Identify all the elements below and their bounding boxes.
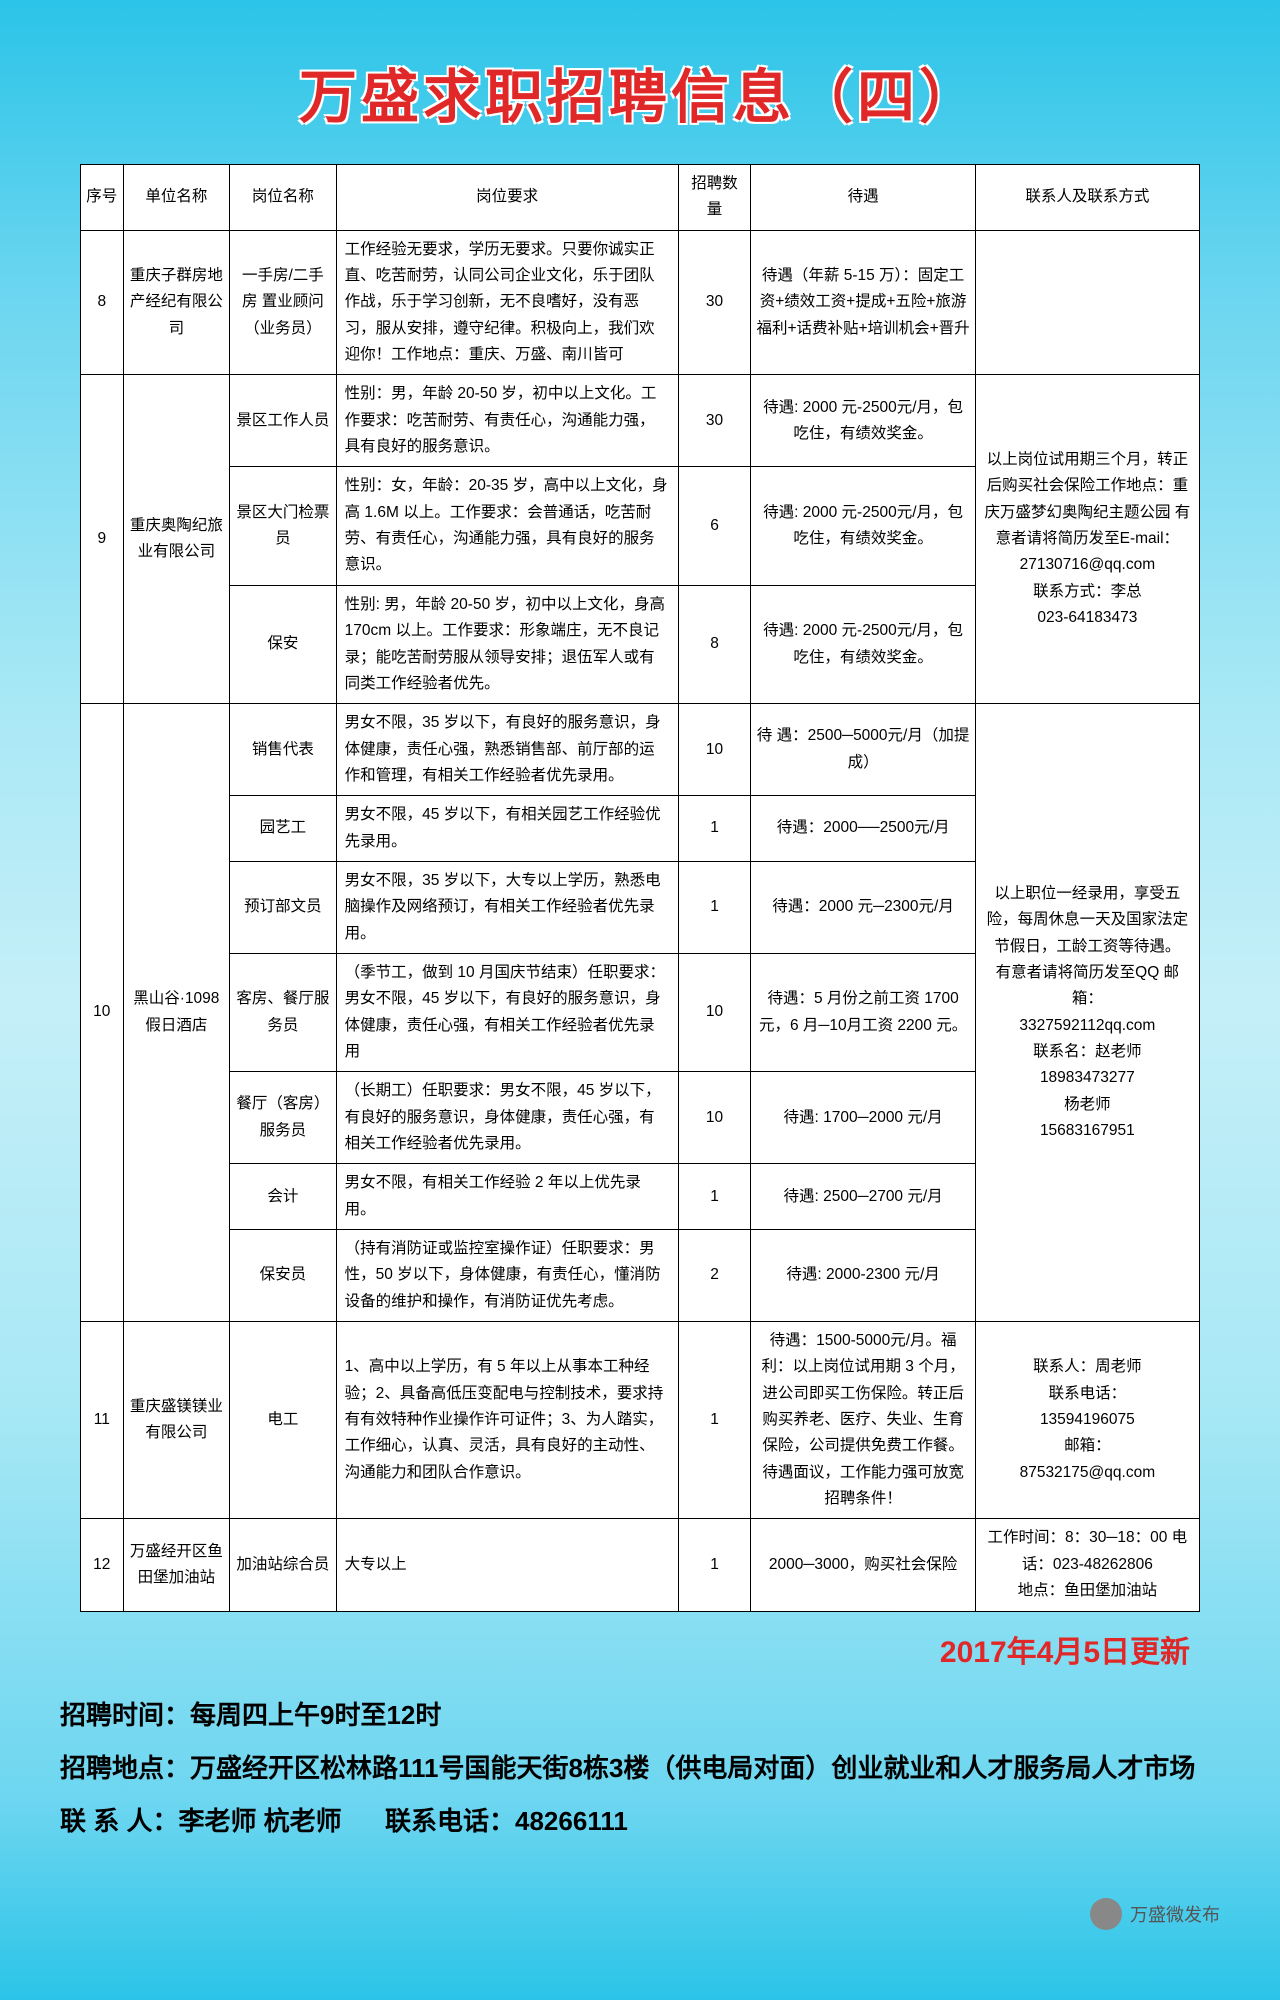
table-cell: 12 (81, 1519, 124, 1611)
table-cell (975, 230, 1199, 375)
table-cell: 景区大门检票员 (230, 467, 337, 585)
table-cell: 以上职位一经录用，享受五险，每周休息一天及国家法定节假日，工龄工资等待遇。 有意… (975, 704, 1199, 1322)
table-cell: 黑山谷·1098假日酒店 (123, 704, 230, 1322)
table-cell: 30 (678, 230, 751, 375)
table-cell: 1、高中以上学历，有 5 年以上从事本工种经验；2、具备高低压变配电与控制技术，… (336, 1322, 678, 1519)
table-cell: 8 (81, 230, 124, 375)
table-cell: 餐厅（客房）服务员 (230, 1072, 337, 1164)
table-cell: 以上岗位试用期三个月，转正后购买社会保险工作地点：重庆万盛梦幻奥陶纪主题公园 有… (975, 375, 1199, 704)
table-cell: 保安员 (230, 1230, 337, 1322)
job-table-container: 序号 单位名称 岗位名称 岗位要求 招聘数量 待遇 联系人及联系方式 8重庆子群… (80, 164, 1200, 1612)
table-cell: 待遇: 2000-2300 元/月 (751, 1230, 975, 1322)
th-contact: 联系人及联系方式 (975, 165, 1199, 231)
watermark-logo-icon (1090, 1898, 1122, 1930)
table-cell: 30 (678, 375, 751, 467)
table-cell: 10 (678, 953, 751, 1071)
table-cell: 待遇：2000 元─2300元/月 (751, 861, 975, 953)
table-cell: 男女不限，有相关工作经验 2 年以上优先录用。 (336, 1164, 678, 1230)
table-cell: 性别: 男，年龄 20-50 岁，初中以上文化，身高 170cm 以上。工作要求… (336, 585, 678, 703)
table-cell: 待遇：5 月份之前工资 1700 元，6 月─10月工资 2200 元。 (751, 953, 975, 1071)
table-cell: 2 (678, 1230, 751, 1322)
table-cell: 1 (678, 1322, 751, 1519)
table-row: 10黑山谷·1098假日酒店销售代表男女不限，35 岁以下，有良好的服务意识，身… (81, 704, 1200, 796)
table-cell: 待遇: 2000 元-2500元/月，包吃住，有绩效奖金。 (751, 467, 975, 585)
th-num: 招聘数量 (678, 165, 751, 231)
table-cell: 园艺工 (230, 796, 337, 862)
table-cell: 万盛经开区鱼田堡加油站 (123, 1519, 230, 1611)
table-cell: 工作时间：8：30─18：00 电话：023-48262806 地点：鱼田堡加油… (975, 1519, 1199, 1611)
watermark: 万盛微发布 (1090, 1898, 1220, 1930)
table-cell: 待遇: 2000 元-2500元/月，包吃住，有绩效奖金。 (751, 585, 975, 703)
table-cell: （持有消防证或监控室操作证）任职要求：男性，50 岁以下，身体健康，有责任心，懂… (336, 1230, 678, 1322)
table-cell: 10 (678, 704, 751, 796)
update-date: 2017年4月5日更新 (0, 1612, 1280, 1681)
table-cell: 1 (678, 796, 751, 862)
table-cell: 工作经验无要求，学历无要求。只要你诚实正直、吃苦耐劳，认同公司企业文化，乐于团队… (336, 230, 678, 375)
table-cell: 10 (81, 704, 124, 1322)
table-cell: 会计 (230, 1164, 337, 1230)
table-cell: 9 (81, 375, 124, 704)
footer-contact-person: 联 系 人：李老师 杭老师 (60, 1806, 342, 1836)
table-cell: （长期工）任职要求：男女不限，45 岁以下，有良好的服务意识，身体健康，责任心强… (336, 1072, 678, 1164)
footer-tel: 联系电话：48266111 (385, 1806, 628, 1836)
table-cell: 男女不限，35 岁以下，大专以上学历，熟悉电脑操作及网络预订，有相关工作经验者优… (336, 861, 678, 953)
job-table: 序号 单位名称 岗位名称 岗位要求 招聘数量 待遇 联系人及联系方式 8重庆子群… (80, 164, 1200, 1612)
th-req: 岗位要求 (336, 165, 678, 231)
table-cell: 待遇: 2500─2700 元/月 (751, 1164, 975, 1230)
table-cell: 性别：女，年龄：20-35 岁，高中以上文化，身高 1.6M 以上。工作要求：会… (336, 467, 678, 585)
table-cell: 6 (678, 467, 751, 585)
table-row: 12万盛经开区鱼田堡加油站加油站综合员大专以上12000─3000，购买社会保险… (81, 1519, 1200, 1611)
table-cell: 10 (678, 1072, 751, 1164)
table-cell: 待遇: 1700─2000 元/月 (751, 1072, 975, 1164)
table-cell: （季节工，做到 10 月国庆节结束）任职要求：男女不限，45 岁以下，有良好的服… (336, 953, 678, 1071)
footer-contact: 联 系 人：李老师 杭老师 联系电话：48266111 (60, 1797, 1220, 1846)
table-cell: 重庆子群房地产经纪有限公司 (123, 230, 230, 375)
table-cell: 男女不限，35 岁以下，有良好的服务意识，身体健康，责任心强，熟悉销售部、前厅部… (336, 704, 678, 796)
table-cell: 1 (678, 1519, 751, 1611)
table-row: 11重庆盛镁镁业有限公司电工1、高中以上学历，有 5 年以上从事本工种经验；2、… (81, 1322, 1200, 1519)
table-cell: 待 遇：2500─5000元/月（加提成） (751, 704, 975, 796)
watermark-text: 万盛微发布 (1130, 1901, 1220, 1927)
table-cell: 客房、餐厅服务员 (230, 953, 337, 1071)
table-row: 9重庆奥陶纪旅业有限公司景区工作人员性别：男，年龄 20-50 岁，初中以上文化… (81, 375, 1200, 467)
table-cell: 销售代表 (230, 704, 337, 796)
table-cell: 重庆盛镁镁业有限公司 (123, 1322, 230, 1519)
table-cell: 加油站综合员 (230, 1519, 337, 1611)
th-seq: 序号 (81, 165, 124, 231)
table-cell: 重庆奥陶纪旅业有限公司 (123, 375, 230, 704)
th-pos: 岗位名称 (230, 165, 337, 231)
table-cell: 景区工作人员 (230, 375, 337, 467)
table-cell: 预订部文员 (230, 861, 337, 953)
footer: 招聘时间：每周四上午9时至12时 招聘地点：万盛经开区松林路111号国能天街8栋… (0, 1681, 1280, 1847)
table-cell: 8 (678, 585, 751, 703)
footer-time: 招聘时间：每周四上午9时至12时 (60, 1691, 1220, 1740)
table-cell: 大专以上 (336, 1519, 678, 1611)
table-cell: 待遇（年薪 5-15 万）：固定工资+绩效工资+提成+五险+旅游福利+话费补贴+… (751, 230, 975, 375)
table-cell: 2000─3000，购买社会保险 (751, 1519, 975, 1611)
th-treat: 待遇 (751, 165, 975, 231)
table-cell: 保安 (230, 585, 337, 703)
th-org: 单位名称 (123, 165, 230, 231)
table-cell: 1 (678, 861, 751, 953)
table-cell: 联系人：周老师 联系电话： 13594196075 邮箱： 87532175@q… (975, 1322, 1199, 1519)
table-cell: 一手房/二手房 置业顾问（业务员） (230, 230, 337, 375)
table-cell: 待遇：1500-5000元/月。福利：以上岗位试用期 3 个月，进公司即买工伤保… (751, 1322, 975, 1519)
table-cell: 11 (81, 1322, 124, 1519)
table-cell: 性别：男，年龄 20-50 岁，初中以上文化。工作要求：吃苦耐劳、有责任心，沟通… (336, 375, 678, 467)
footer-place: 招聘地点：万盛经开区松林路111号国能天街8栋3楼（供电局对面）创业就业和人才服… (60, 1744, 1220, 1793)
table-cell: 待遇：2000──2500元/月 (751, 796, 975, 862)
table-cell: 男女不限，45 岁以下，有相关园艺工作经验优先录用。 (336, 796, 678, 862)
page-title: 万盛求职招聘信息（四） (0, 0, 1280, 164)
table-cell: 1 (678, 1164, 751, 1230)
table-cell: 待遇: 2000 元-2500元/月，包吃住，有绩效奖金。 (751, 375, 975, 467)
table-row: 8重庆子群房地产经纪有限公司一手房/二手房 置业顾问（业务员）工作经验无要求，学… (81, 230, 1200, 375)
table-cell: 电工 (230, 1322, 337, 1519)
